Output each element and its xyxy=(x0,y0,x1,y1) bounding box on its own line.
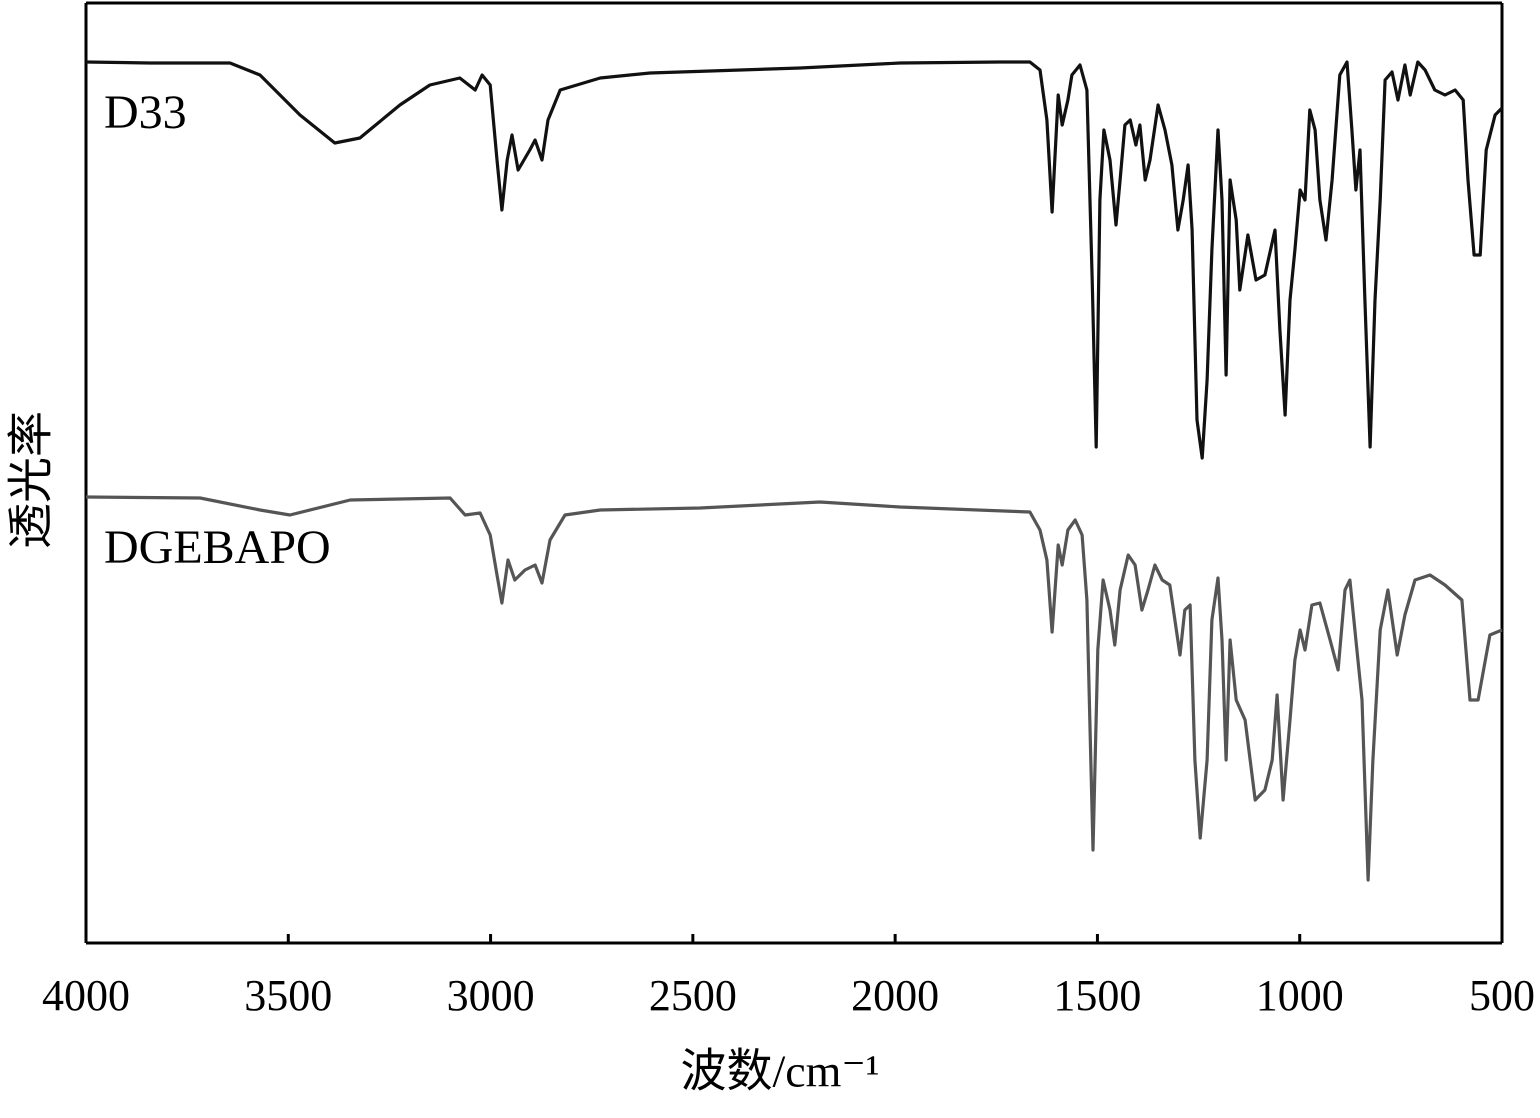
x-tick-label: 4000 xyxy=(42,971,130,1020)
x-tick-label: 2000 xyxy=(851,971,939,1020)
x-tick-label: 2500 xyxy=(649,971,737,1020)
y-axis-title: 透光率 xyxy=(6,411,57,549)
x-tick-label: 500 xyxy=(1469,971,1535,1020)
series-label: DGEBAPO xyxy=(104,521,331,574)
spectrum-line xyxy=(85,60,1504,460)
x-tick-label: 3500 xyxy=(244,971,332,1020)
series-label: D33 xyxy=(104,86,187,139)
x-tick-label: 3000 xyxy=(447,971,535,1020)
x-tick-label: 1500 xyxy=(1053,971,1141,1020)
x-tick-label: 1000 xyxy=(1256,971,1344,1020)
x-axis-title: 波数/cm⁻¹ xyxy=(680,1046,879,1097)
spectrum-line xyxy=(85,495,1503,882)
